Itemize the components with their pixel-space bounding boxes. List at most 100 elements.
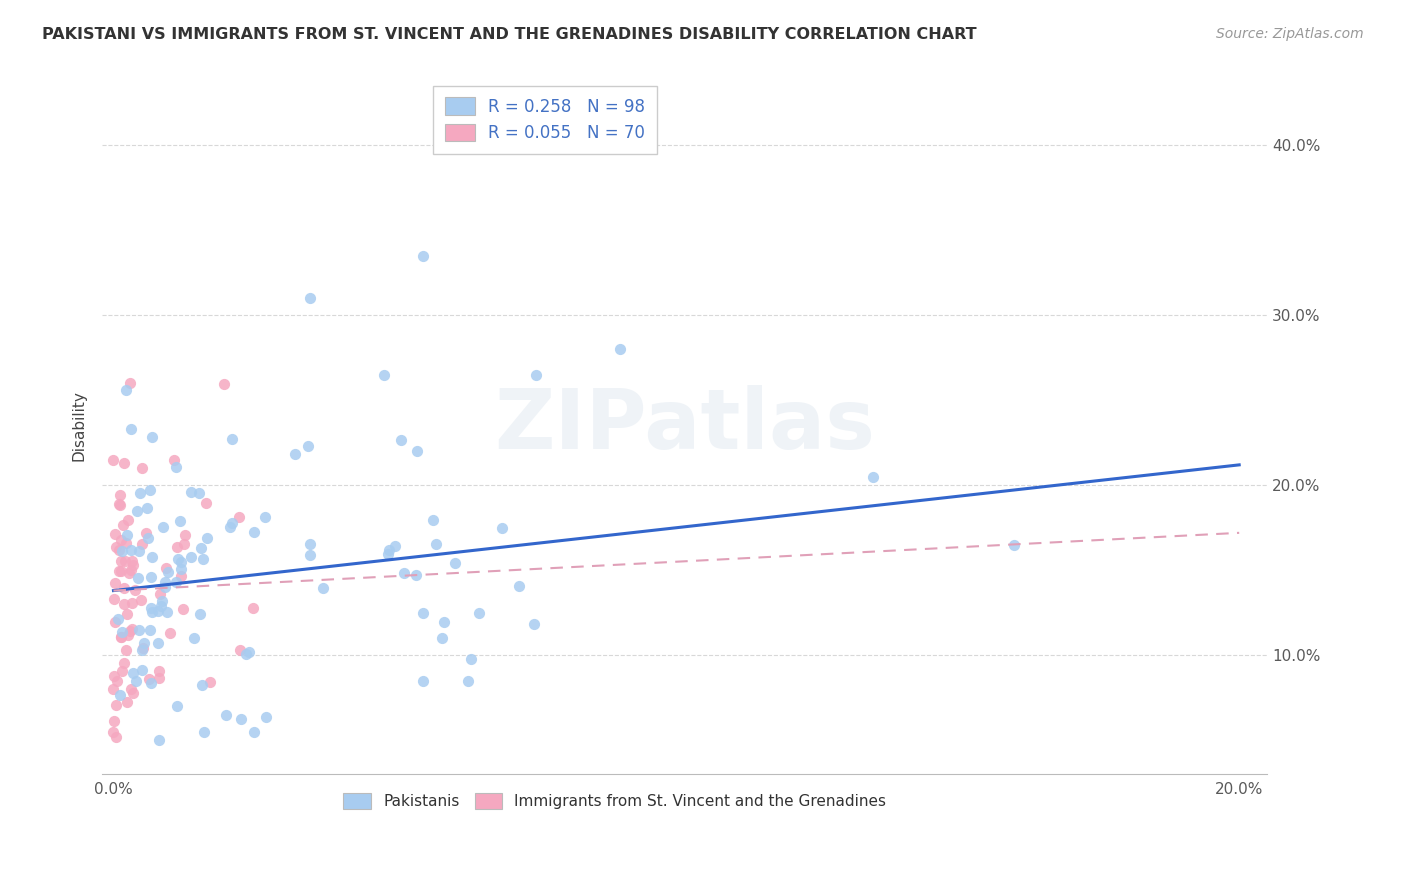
Point: [139, 676, 162, 690]
Point: [120, 422, 142, 436]
Point: [457, 673, 479, 688]
Point: [112, 457, 135, 471]
Point: [120, 543, 142, 558]
Point: [139, 483, 162, 497]
Point: [165, 460, 187, 475]
Point: [139, 600, 162, 615]
Point: [188, 486, 211, 500]
Point: [138, 623, 160, 637]
Point: [141, 605, 163, 619]
Point: [405, 568, 427, 582]
Point: [103, 682, 125, 697]
Point: [215, 707, 238, 722]
Point: [412, 249, 434, 263]
Point: [129, 593, 152, 607]
Point: [214, 376, 236, 391]
Point: [110, 553, 132, 567]
Point: [491, 521, 513, 535]
Point: [117, 628, 139, 642]
Point: [110, 564, 132, 578]
Point: [127, 571, 149, 585]
Point: [155, 561, 177, 575]
Point: [389, 434, 412, 448]
Point: [115, 527, 138, 541]
Point: [299, 537, 322, 551]
Point: [115, 642, 138, 657]
Point: [132, 640, 155, 655]
Point: [231, 712, 253, 726]
Point: [104, 575, 127, 590]
Point: [170, 562, 193, 576]
Point: [141, 429, 163, 443]
Point: [150, 594, 173, 608]
Point: [373, 368, 395, 382]
Point: [432, 631, 454, 645]
Point: [108, 688, 131, 702]
Point: [191, 552, 214, 566]
Point: [131, 664, 153, 678]
Point: [197, 531, 219, 545]
Point: [443, 557, 465, 571]
Point: [146, 604, 169, 618]
Point: [103, 452, 125, 467]
Point: [131, 643, 153, 657]
Point: [425, 536, 447, 550]
Point: [508, 579, 530, 593]
Point: [152, 520, 174, 534]
Point: [120, 682, 142, 697]
Point: [299, 548, 322, 562]
Point: [122, 665, 145, 680]
Point: [229, 643, 252, 657]
Point: [297, 439, 319, 453]
Point: [124, 582, 146, 597]
Point: [862, 469, 884, 483]
Point: [115, 607, 138, 621]
Point: [105, 730, 128, 744]
Point: [193, 724, 215, 739]
Point: [110, 533, 132, 547]
Point: [392, 566, 415, 580]
Point: [412, 673, 434, 688]
Text: Source: ZipAtlas.com: Source: ZipAtlas.com: [1216, 27, 1364, 41]
Point: [149, 599, 172, 613]
Point: [111, 544, 134, 558]
Point: [172, 601, 194, 615]
Point: [118, 624, 141, 639]
Point: [112, 581, 135, 595]
Point: [110, 630, 132, 644]
Point: [153, 580, 176, 594]
Point: [114, 554, 136, 568]
Point: [524, 368, 547, 382]
Point: [110, 498, 132, 512]
Point: [105, 540, 128, 554]
Point: [131, 537, 153, 551]
Point: [153, 575, 176, 590]
Point: [159, 626, 181, 640]
Point: [135, 526, 157, 541]
Point: [128, 623, 150, 637]
Point: [146, 636, 169, 650]
Point: [238, 645, 260, 659]
Point: [148, 733, 170, 747]
Point: [406, 444, 429, 458]
Point: [103, 724, 125, 739]
Point: [121, 554, 143, 568]
Point: [165, 575, 187, 590]
Point: [170, 555, 193, 569]
Point: [118, 566, 141, 580]
Point: [112, 656, 135, 670]
Point: [173, 528, 195, 542]
Point: [169, 514, 191, 528]
Point: [136, 531, 159, 545]
Point: [243, 525, 266, 540]
Point: [108, 487, 131, 501]
Point: [104, 615, 127, 629]
Point: [104, 526, 127, 541]
Point: [148, 664, 170, 678]
Point: [156, 565, 179, 579]
Point: [188, 607, 211, 621]
Point: [254, 710, 277, 724]
Point: [125, 503, 148, 517]
Point: [422, 513, 444, 527]
Point: [115, 384, 138, 398]
